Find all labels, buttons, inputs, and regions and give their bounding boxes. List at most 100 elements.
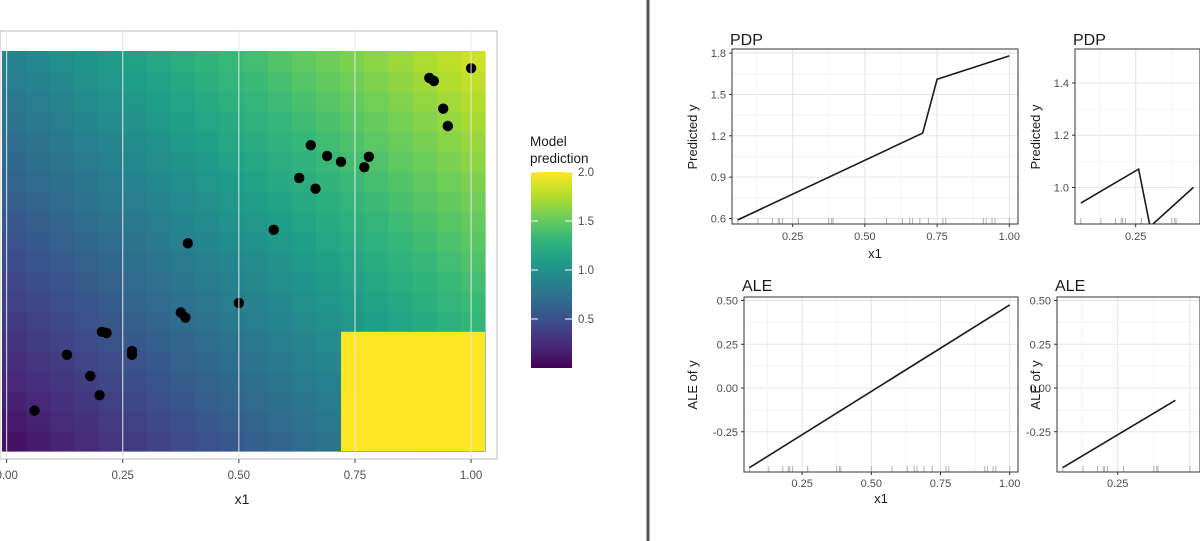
heatmap-cell [243, 151, 269, 172]
heatmap-cell [436, 271, 462, 292]
heatmap-cell [267, 411, 293, 432]
heatmap-cell [219, 371, 245, 392]
heatmap-cell [388, 291, 414, 312]
plot-background [1057, 297, 1200, 472]
heatmap-cell [219, 151, 245, 172]
heatmap-cell [243, 191, 269, 212]
heatmap-cell [267, 111, 293, 132]
heatmap-cell [74, 231, 100, 252]
heatmap-cell [195, 251, 220, 272]
heatmap-cell [50, 251, 76, 272]
y-tick-label: 1.4 [1054, 78, 1069, 90]
heatmap-cell [291, 431, 317, 452]
heatmap-cell [171, 131, 196, 152]
heatmap-cell [412, 191, 438, 212]
heatmap-cell [26, 371, 51, 392]
heatmap-cell [50, 191, 76, 212]
heatmap-cell [436, 291, 462, 312]
heatmap-cell [146, 271, 172, 292]
heatmap-cell [315, 271, 341, 292]
heatmap-cell [122, 51, 148, 72]
heatmap-cell [388, 91, 414, 112]
heatmap-cell [243, 331, 269, 352]
panel-title: PDP [1073, 32, 1106, 49]
heatmap-cell [412, 91, 438, 112]
y-tick-label: 0.50 [717, 296, 738, 308]
heatmap-cell [146, 411, 172, 432]
heatmap-cell [98, 251, 124, 272]
heatmap-cell [171, 71, 196, 92]
heatmap-cell [74, 331, 100, 352]
heatmap-cell [50, 231, 76, 252]
heatmap-cell [2, 371, 27, 392]
heatmap-cell [243, 91, 269, 112]
heatmap-cell [26, 191, 51, 212]
heatmap-cell [146, 431, 172, 452]
heatmap-cell [291, 371, 317, 392]
heatmap-cell [243, 411, 269, 432]
heatmap-cell [267, 251, 293, 272]
heatmap-cell [146, 71, 172, 92]
heatmap-cell [340, 71, 365, 92]
y-tick-label: -0.25 [713, 427, 738, 439]
heatmap-cell [267, 431, 293, 452]
heatmap-cell [340, 311, 365, 332]
heatmap-cell [460, 291, 486, 312]
heatmap-cell [219, 131, 245, 152]
rug-marks [1062, 466, 1191, 472]
heatmap-cell [267, 51, 293, 72]
heatmap-cell [171, 51, 196, 72]
rug-marks [737, 218, 1010, 224]
heatmap-cell [315, 231, 341, 252]
data-point [101, 327, 112, 339]
heatmap-cell [412, 111, 438, 132]
heatmap-cell [219, 431, 245, 452]
heatmap-cell [2, 331, 27, 352]
data-point [294, 172, 305, 184]
heatmap-cell [122, 251, 148, 272]
y-tick-label: 1.2 [711, 131, 726, 143]
pdp-panel-right: 1.0 1.2 1.4 0.25 PDP Predicted y [1028, 32, 1200, 243]
heatmap-cell [291, 331, 317, 352]
heatmap-cell [195, 411, 220, 432]
heatmap-cell [315, 51, 341, 72]
heatmap-cell [195, 191, 220, 212]
y-axis-label: Predicted y [1028, 104, 1043, 170]
heatmap-cell [219, 351, 245, 372]
heatmap-cell [460, 251, 486, 272]
x-tick-label: 0.25 [1107, 478, 1128, 490]
y-tick-label: 0.50 [1030, 296, 1051, 308]
heatmap-cell [98, 111, 124, 132]
heatmap-cell [122, 431, 148, 452]
heatmap-cell [388, 271, 414, 292]
heatmap-cell [412, 151, 438, 172]
heatmap-cell [98, 71, 124, 92]
heatmap-cell [340, 91, 365, 112]
heatmap-cell [340, 251, 365, 272]
heatmap-cell [219, 331, 245, 352]
heatmap-cell [267, 271, 293, 292]
heatmap-cell [50, 91, 76, 112]
ale-panel-left: -0.25 0.00 0.25 0.50 0.25 0.50 0.75 1.00 ALE ALE … [685, 278, 1020, 506]
heatmap-cell [98, 351, 124, 372]
heatmap-cell [171, 251, 196, 272]
heatmap-cell [2, 151, 27, 172]
heatmap-points [29, 63, 477, 416]
heatmap-cell [219, 51, 245, 72]
heatmap-cell [436, 231, 462, 252]
heatmap-cell [26, 111, 51, 132]
y-axis-label: ALE of y [1028, 360, 1043, 410]
heatmap-x-tick-label: 0.25 [112, 470, 134, 482]
heatmap-cell [195, 111, 220, 132]
heatmap-cell [26, 291, 51, 312]
y-tick-label: 0.6 [711, 213, 726, 225]
heatmap-cell [436, 51, 462, 72]
heatmap-cell [171, 391, 196, 412]
heatmap-cell [2, 131, 27, 152]
heatmap-cell [2, 91, 27, 112]
data-point [29, 405, 40, 416]
heatmap-cell [98, 391, 124, 412]
heatmap-cell [315, 311, 341, 332]
heatmap-x-tick-label: 0.75 [344, 470, 366, 482]
x-tick-label: 0.25 [1125, 231, 1146, 243]
